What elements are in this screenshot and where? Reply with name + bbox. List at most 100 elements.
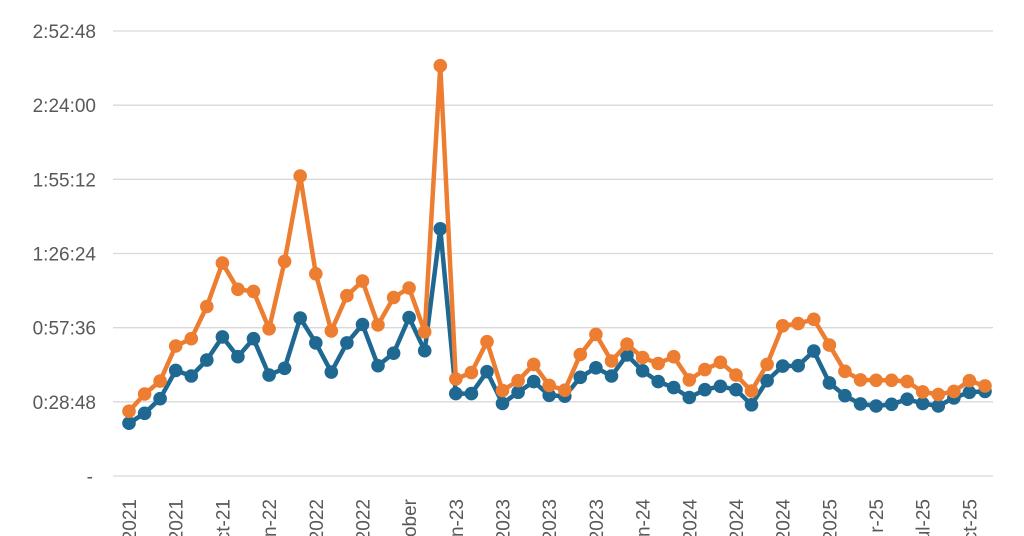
data-point [713,355,728,370]
data-point [651,356,665,371]
data-point [122,416,136,431]
data-point [464,365,479,380]
data-point [869,399,883,413]
data-point [495,396,510,411]
data-point [495,383,510,398]
y-tick-label: 1:26:24 [33,245,97,266]
x-tick-label: 2024 [680,499,701,536]
data-point [589,327,603,342]
data-point [293,311,308,325]
y-tick-label: 1:55:12 [33,170,96,191]
data-point [480,364,494,379]
data-point [900,392,914,407]
data-point [869,373,883,388]
series-line [127,226,986,426]
data-point [978,379,992,393]
data-point [200,299,214,314]
data-point [822,338,837,352]
data-point [682,390,697,405]
data-point [480,334,494,349]
data-point [526,357,541,372]
data-point [791,316,805,331]
data-point [542,378,556,393]
x-tick-label: 2023 [494,499,515,536]
data-point [433,58,448,73]
data-point [573,347,588,362]
x-tick-label: an-23 [447,499,468,536]
data-point [511,373,525,388]
data-point [355,317,370,332]
data-point [402,310,416,325]
data-point [744,384,759,398]
data-point [604,354,619,368]
series-line [127,63,986,413]
y-axis-tick-labels: - 0:28:48 0:57:36 1:26:24 1:55:12 2:24:00 2:52… [33,22,97,488]
x-tick-label: an-22 [260,499,281,536]
data-point [449,386,463,401]
data-point [200,353,214,367]
data-point [962,373,977,388]
data-point [231,349,245,364]
data-point [371,358,385,373]
data-point [666,349,681,364]
series-1 [122,222,992,431]
data-point [838,388,852,403]
data-point [760,357,774,372]
data-point [698,382,712,397]
data-point [729,368,743,382]
data-point [262,322,276,336]
x-tick-label: 2021 [167,499,188,536]
x-tick-label: ober [400,498,421,536]
data-point [682,373,697,387]
data-point [791,358,805,373]
x-tick-label: r-25 [867,499,888,533]
data-point [184,331,199,346]
data-point [464,386,479,401]
data-point [620,337,634,352]
data-point [853,373,868,387]
data-point [153,374,167,388]
data-point [604,369,619,383]
data-point [324,324,339,338]
data-point [884,397,899,412]
data-point [215,256,230,270]
x-tick-label: ct-25 [960,499,981,536]
data-point [340,288,354,303]
data-point [853,397,868,411]
data-point [807,312,821,327]
data-point [309,267,323,281]
data-point [775,359,790,373]
data-point [775,319,790,333]
data-point [231,282,245,297]
x-tick-label: ul-25 [914,499,935,536]
data-point [542,388,556,403]
data-point [417,343,432,358]
data-point [293,169,308,183]
data-point [635,364,650,378]
data-point [884,373,899,388]
data-point [962,385,977,400]
data-point [277,254,292,269]
data-point [900,374,914,389]
data-point [309,336,323,350]
gridlines [113,30,993,477]
x-tick-label: 2022 [307,499,328,536]
data-point [931,387,946,402]
data-point [137,387,152,401]
x-tick-label: ct-21 [213,499,234,536]
y-tick-label: 0:57:36 [33,319,96,340]
data-point [340,336,354,350]
data-point [511,385,525,400]
data-point [760,373,774,388]
x-tick-label: 2022 [353,499,374,536]
data-point [386,290,401,305]
x-tick-label: 2025 [820,499,841,536]
data-point [168,363,183,378]
data-point [184,369,199,383]
data-point [386,346,401,361]
y-tick-label: - [87,467,93,488]
series-2 [122,58,992,419]
x-tick-label: 2023 [540,499,561,536]
data-point [449,372,463,386]
